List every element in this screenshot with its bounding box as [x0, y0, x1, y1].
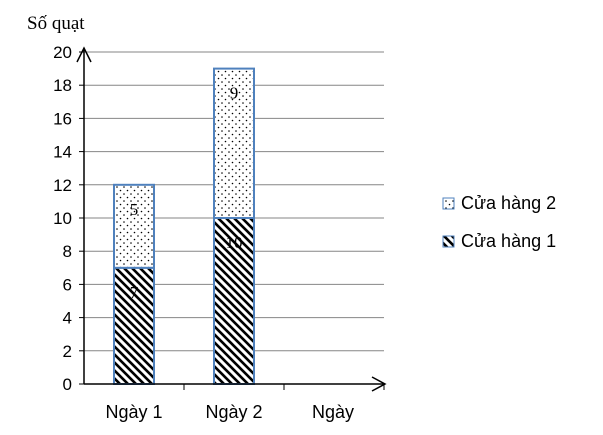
y-tick-label: 10	[53, 209, 72, 228]
category-labels: Ngày 1 Ngày 2	[105, 402, 262, 422]
axes	[76, 46, 387, 392]
y-tick-label: 14	[53, 143, 72, 162]
y-tick-label: 6	[63, 275, 72, 294]
legend-entry: Cửa hàng 1	[461, 231, 556, 251]
data-labels: 7 5 10 9	[130, 84, 243, 302]
data-label: 9	[230, 84, 239, 103]
y-tick-label: 20	[53, 43, 72, 62]
bars	[113, 67, 255, 385]
y-tick-label: 8	[63, 242, 72, 261]
bar-segment-2-1	[113, 183, 155, 269]
y-tick-label: 16	[53, 109, 72, 128]
x-tick-label: Ngày 2	[205, 402, 262, 422]
y-tick-label: 12	[53, 176, 72, 195]
x-tick-label: Ngày 1	[105, 402, 162, 422]
legend-entry: Cửa hàng 2	[461, 193, 556, 213]
legend: Cửa hàng 2 Cửa hàng 1	[442, 193, 556, 251]
x-axis-arrow	[371, 376, 387, 392]
data-label: 10	[226, 233, 243, 252]
legend-swatch	[442, 197, 455, 210]
data-label: 5	[130, 200, 139, 219]
y-tick-labels: 0 2 4 6 8 10 12 14 16 18 20	[53, 43, 72, 394]
y-tick-label: 2	[63, 342, 72, 361]
y-axis-label: Số quạt	[27, 13, 85, 34]
y-tick-label: 4	[63, 309, 72, 328]
y-axis-arrow	[76, 46, 92, 63]
legend-swatch	[442, 235, 455, 248]
data-label: 7	[130, 283, 139, 302]
bar-segment-2-2	[213, 67, 255, 219]
y-tick-label: 0	[63, 375, 72, 394]
x-axis-label: Ngày	[312, 402, 354, 422]
y-tick-label: 18	[53, 76, 72, 95]
